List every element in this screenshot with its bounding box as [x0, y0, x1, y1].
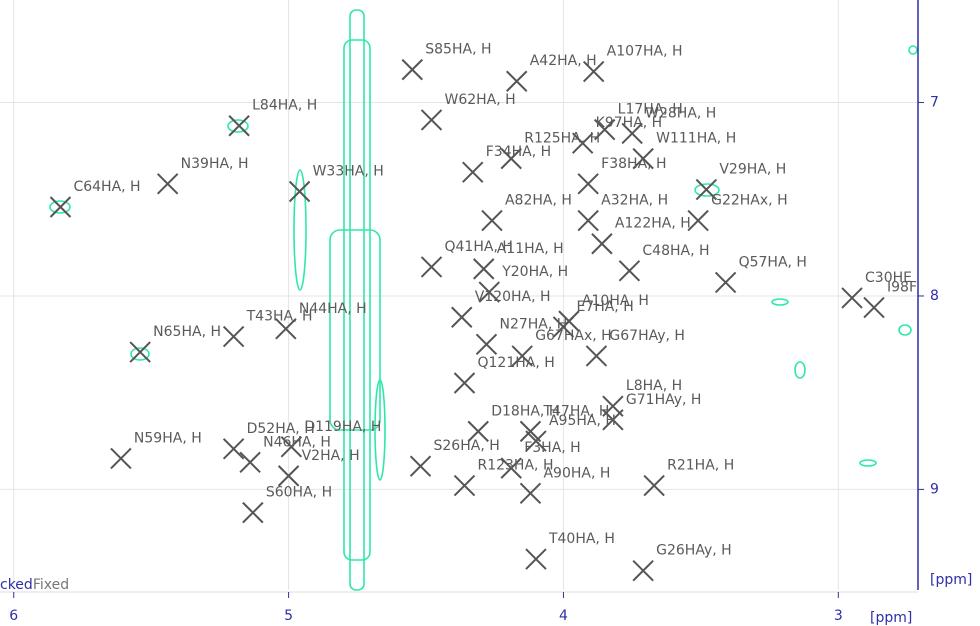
peak-label: R21HA, H	[667, 458, 734, 474]
peak-label: S60HA, H	[266, 485, 332, 501]
x-tick-label: 4	[559, 608, 568, 624]
peak-label: G67HAy, H	[609, 328, 685, 344]
peak-label: A107HA, H	[607, 44, 683, 60]
peak-label: D119HA, H	[304, 419, 381, 435]
peak-label: G22HAx, H	[711, 193, 787, 209]
peak-label: I98F	[887, 280, 917, 296]
peak-label: G26HAy, H	[656, 543, 732, 559]
status-part: Fixed	[33, 577, 69, 593]
peak-label: F3HA, H	[524, 440, 581, 456]
peak-label: K97HA, H	[596, 115, 663, 131]
peak-label: E7HA, H	[576, 299, 633, 315]
peak-label: N39HA, H	[181, 156, 249, 172]
peak-label: Q121HA, H	[477, 355, 554, 371]
peak-label: G67HAx, H	[535, 328, 611, 344]
peak-label: F38HA, H	[601, 156, 666, 172]
peak-label: S26HA, H	[434, 438, 500, 454]
peak-label: C48HA, H	[642, 243, 709, 259]
peak-label: V2HA, H	[302, 448, 360, 464]
x-tick-label: 6	[9, 608, 18, 624]
peak-label: L84HA, H	[252, 98, 317, 114]
peak-label: A11HA, H	[497, 241, 564, 257]
peak-label: A90HA, H	[543, 465, 610, 481]
peak-label: A42HA, H	[530, 53, 597, 69]
status-text: ckedFixed	[0, 577, 69, 593]
x-axis-label: [ppm]	[870, 610, 912, 626]
peak-label: A32HA, H	[601, 193, 668, 209]
y-axis-label: [ppm]	[930, 572, 972, 588]
peak-label: N59HA, H	[134, 430, 202, 446]
x-tick-label: 3	[834, 608, 843, 624]
x-tick-label: 5	[284, 608, 293, 624]
peak-label: A122HA, H	[615, 216, 691, 232]
peak-label: N44HA, H	[299, 301, 367, 317]
peak-label: V29HA, H	[719, 162, 786, 178]
spectrum-view: [ppm] [ppm] ckedFixed 7 8 9 6 5 4 3 S85HA, H A42…	[0, 0, 980, 626]
peak-label: A95HA, H	[549, 413, 616, 429]
peak-label: V120HA, H	[475, 289, 551, 305]
peak-label: W62HA, H	[445, 92, 516, 108]
peak-label: C64HA, H	[73, 179, 140, 195]
peak-label: N65HA, H	[153, 324, 221, 340]
peak-label: W111HA, H	[656, 131, 736, 147]
peak-label: S85HA, H	[425, 42, 491, 58]
y-tick-label: 8	[930, 288, 939, 304]
peak-label: A82HA, H	[505, 193, 572, 209]
peak-label: T40HA, H	[548, 531, 615, 547]
peak-label: Q57HA, H	[739, 254, 807, 270]
peak-label: F34HA, H	[486, 144, 551, 160]
peak-label: R123HA, H	[477, 458, 553, 474]
y-tick-label: 7	[930, 95, 939, 111]
peak-label: W33HA, H	[313, 164, 384, 180]
status-part: cked	[0, 577, 33, 593]
peak-label: Y20HA, H	[501, 264, 568, 280]
y-tick-label: 9	[930, 481, 939, 497]
peak-label: G71HAy, H	[626, 392, 702, 408]
